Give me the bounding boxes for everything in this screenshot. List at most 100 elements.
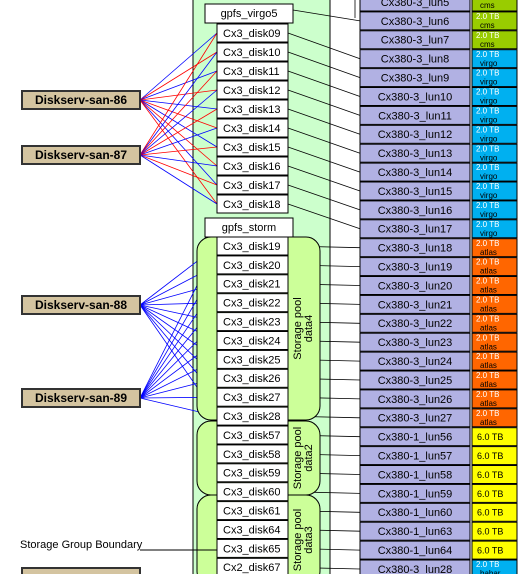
lun-size: 2.0 TB — [476, 277, 499, 286]
lun-box — [359, 238, 471, 258]
lun-size: 2.0 TB — [476, 371, 499, 380]
server-label: Diskserv-san-87 — [35, 148, 127, 162]
disk-box — [216, 137, 289, 157]
group-header-label: gpfs_virgo5 — [221, 8, 278, 20]
lun-tag: atlas — [480, 305, 497, 314]
server-wire — [139, 99, 218, 148]
size-box — [471, 162, 518, 182]
disk-box — [216, 293, 289, 313]
lun-name: Cx380-3_lun15 — [378, 186, 453, 198]
lun-box — [359, 465, 471, 484]
size-box — [471, 313, 518, 333]
lun-name: Cx380-3_lun18 — [378, 243, 453, 255]
disk-label: Cx3_disk21 — [223, 279, 280, 291]
lun-size: 6.0 TB — [477, 508, 503, 518]
wire — [292, 9, 361, 22]
disk-box — [216, 406, 289, 426]
lun-box — [359, 257, 471, 277]
disk-box — [216, 236, 289, 256]
disk-lun-wire — [287, 165, 361, 192]
lun-name: Cx380-3_lun11 — [378, 110, 452, 122]
server-wire — [139, 70, 218, 101]
lun-name: Cx380-3_lun25 — [378, 375, 453, 387]
server-wire — [139, 99, 218, 205]
disk-label: Cx3_disk26 — [223, 373, 280, 385]
lun-name: Cx380-3_lun8 — [381, 54, 450, 66]
lun-box — [359, 30, 471, 50]
lun-box — [359, 370, 471, 390]
size-box — [471, 181, 518, 201]
disk-box — [216, 118, 289, 138]
size-box — [471, 427, 518, 447]
lun-size: 6.0 TB — [477, 545, 503, 555]
disk-box — [216, 274, 289, 294]
lun-tag: atlas — [480, 267, 497, 276]
disk-label: Cx3_disk13 — [223, 104, 280, 116]
lun-size: 2.0 TB — [476, 220, 499, 229]
lun-size: 2.0 TB — [476, 88, 499, 97]
lun-size: 6.0 TB — [477, 489, 503, 499]
disk-lun-wire — [287, 108, 361, 135]
disk-lun-wire — [287, 32, 361, 60]
lun-tag: virgo — [480, 153, 498, 162]
size-box — [471, 49, 518, 69]
pool-name: data2 — [303, 444, 315, 472]
lun-box — [359, 332, 471, 352]
lun-box — [359, 408, 471, 428]
lun-size: 6.0 TB — [477, 470, 503, 480]
server-wire — [139, 99, 218, 129]
lun-name: Cx380-1_lun58 — [378, 469, 453, 481]
disk-label: Cx3_disk18 — [223, 199, 280, 211]
server-wire — [139, 99, 218, 110]
disk-box — [216, 175, 289, 195]
lun-name: Cx380-3_lun26 — [378, 394, 453, 406]
server-wire — [139, 32, 218, 156]
lun-box — [359, 446, 471, 466]
disk-lun-wire — [287, 203, 361, 230]
lun-tag: atlas — [480, 286, 497, 295]
disk-lun-wire — [287, 146, 361, 173]
size-box — [471, 483, 518, 503]
lun-tag: virgo — [480, 229, 498, 238]
lun-box — [359, 143, 471, 163]
lun-name: Cx380-3_lun21 — [378, 299, 453, 311]
disk-box — [216, 23, 289, 43]
lun-name: Cx380-3_lun17 — [378, 224, 453, 236]
lun-name: Cx380-3_lun19 — [378, 262, 453, 274]
lun-tag: atlas — [480, 323, 497, 332]
pool-title: Storage pool — [292, 509, 304, 571]
lun-box — [359, 68, 471, 88]
server-wire — [139, 89, 218, 156]
lun-size: 6.0 TB — [477, 527, 503, 537]
disk-label: Cx3_disk16 — [223, 161, 280, 173]
lun-tag: cms — [480, 21, 495, 30]
disk-box — [216, 425, 289, 445]
disk-box — [216, 42, 289, 62]
disk-box — [216, 444, 289, 464]
lun-tag: virgo — [480, 59, 498, 68]
server-box — [21, 388, 141, 408]
lun-size: 2.0 TB — [476, 31, 499, 40]
lun-size: 2.0 TB — [476, 69, 499, 78]
server-label: Diskserv-san-89 — [35, 391, 127, 405]
disk-lun-wire — [287, 70, 361, 97]
disk-box — [216, 99, 289, 119]
lun-tag: virgo — [480, 191, 498, 200]
lun-tag: atlas — [480, 380, 497, 389]
lun-size: 2.0 TB — [476, 409, 499, 418]
disk-box — [216, 156, 289, 176]
lun-tag: atlas — [480, 361, 497, 370]
disk-label: Cx3_disk19 — [223, 241, 280, 253]
disk-lun-wire — [287, 184, 361, 211]
server-wire — [139, 99, 218, 186]
disk-label: Cx3_disk28 — [223, 411, 280, 423]
disk-box — [216, 331, 289, 350]
disk-box — [216, 194, 289, 214]
lun-box — [359, 351, 471, 371]
lun-box — [359, 521, 471, 541]
size-box — [471, 143, 518, 163]
pool-name: data4 — [303, 315, 315, 343]
lun-box — [359, 0, 471, 12]
disk-label: Cx3_disk14 — [223, 123, 280, 135]
disk-box — [216, 557, 289, 574]
